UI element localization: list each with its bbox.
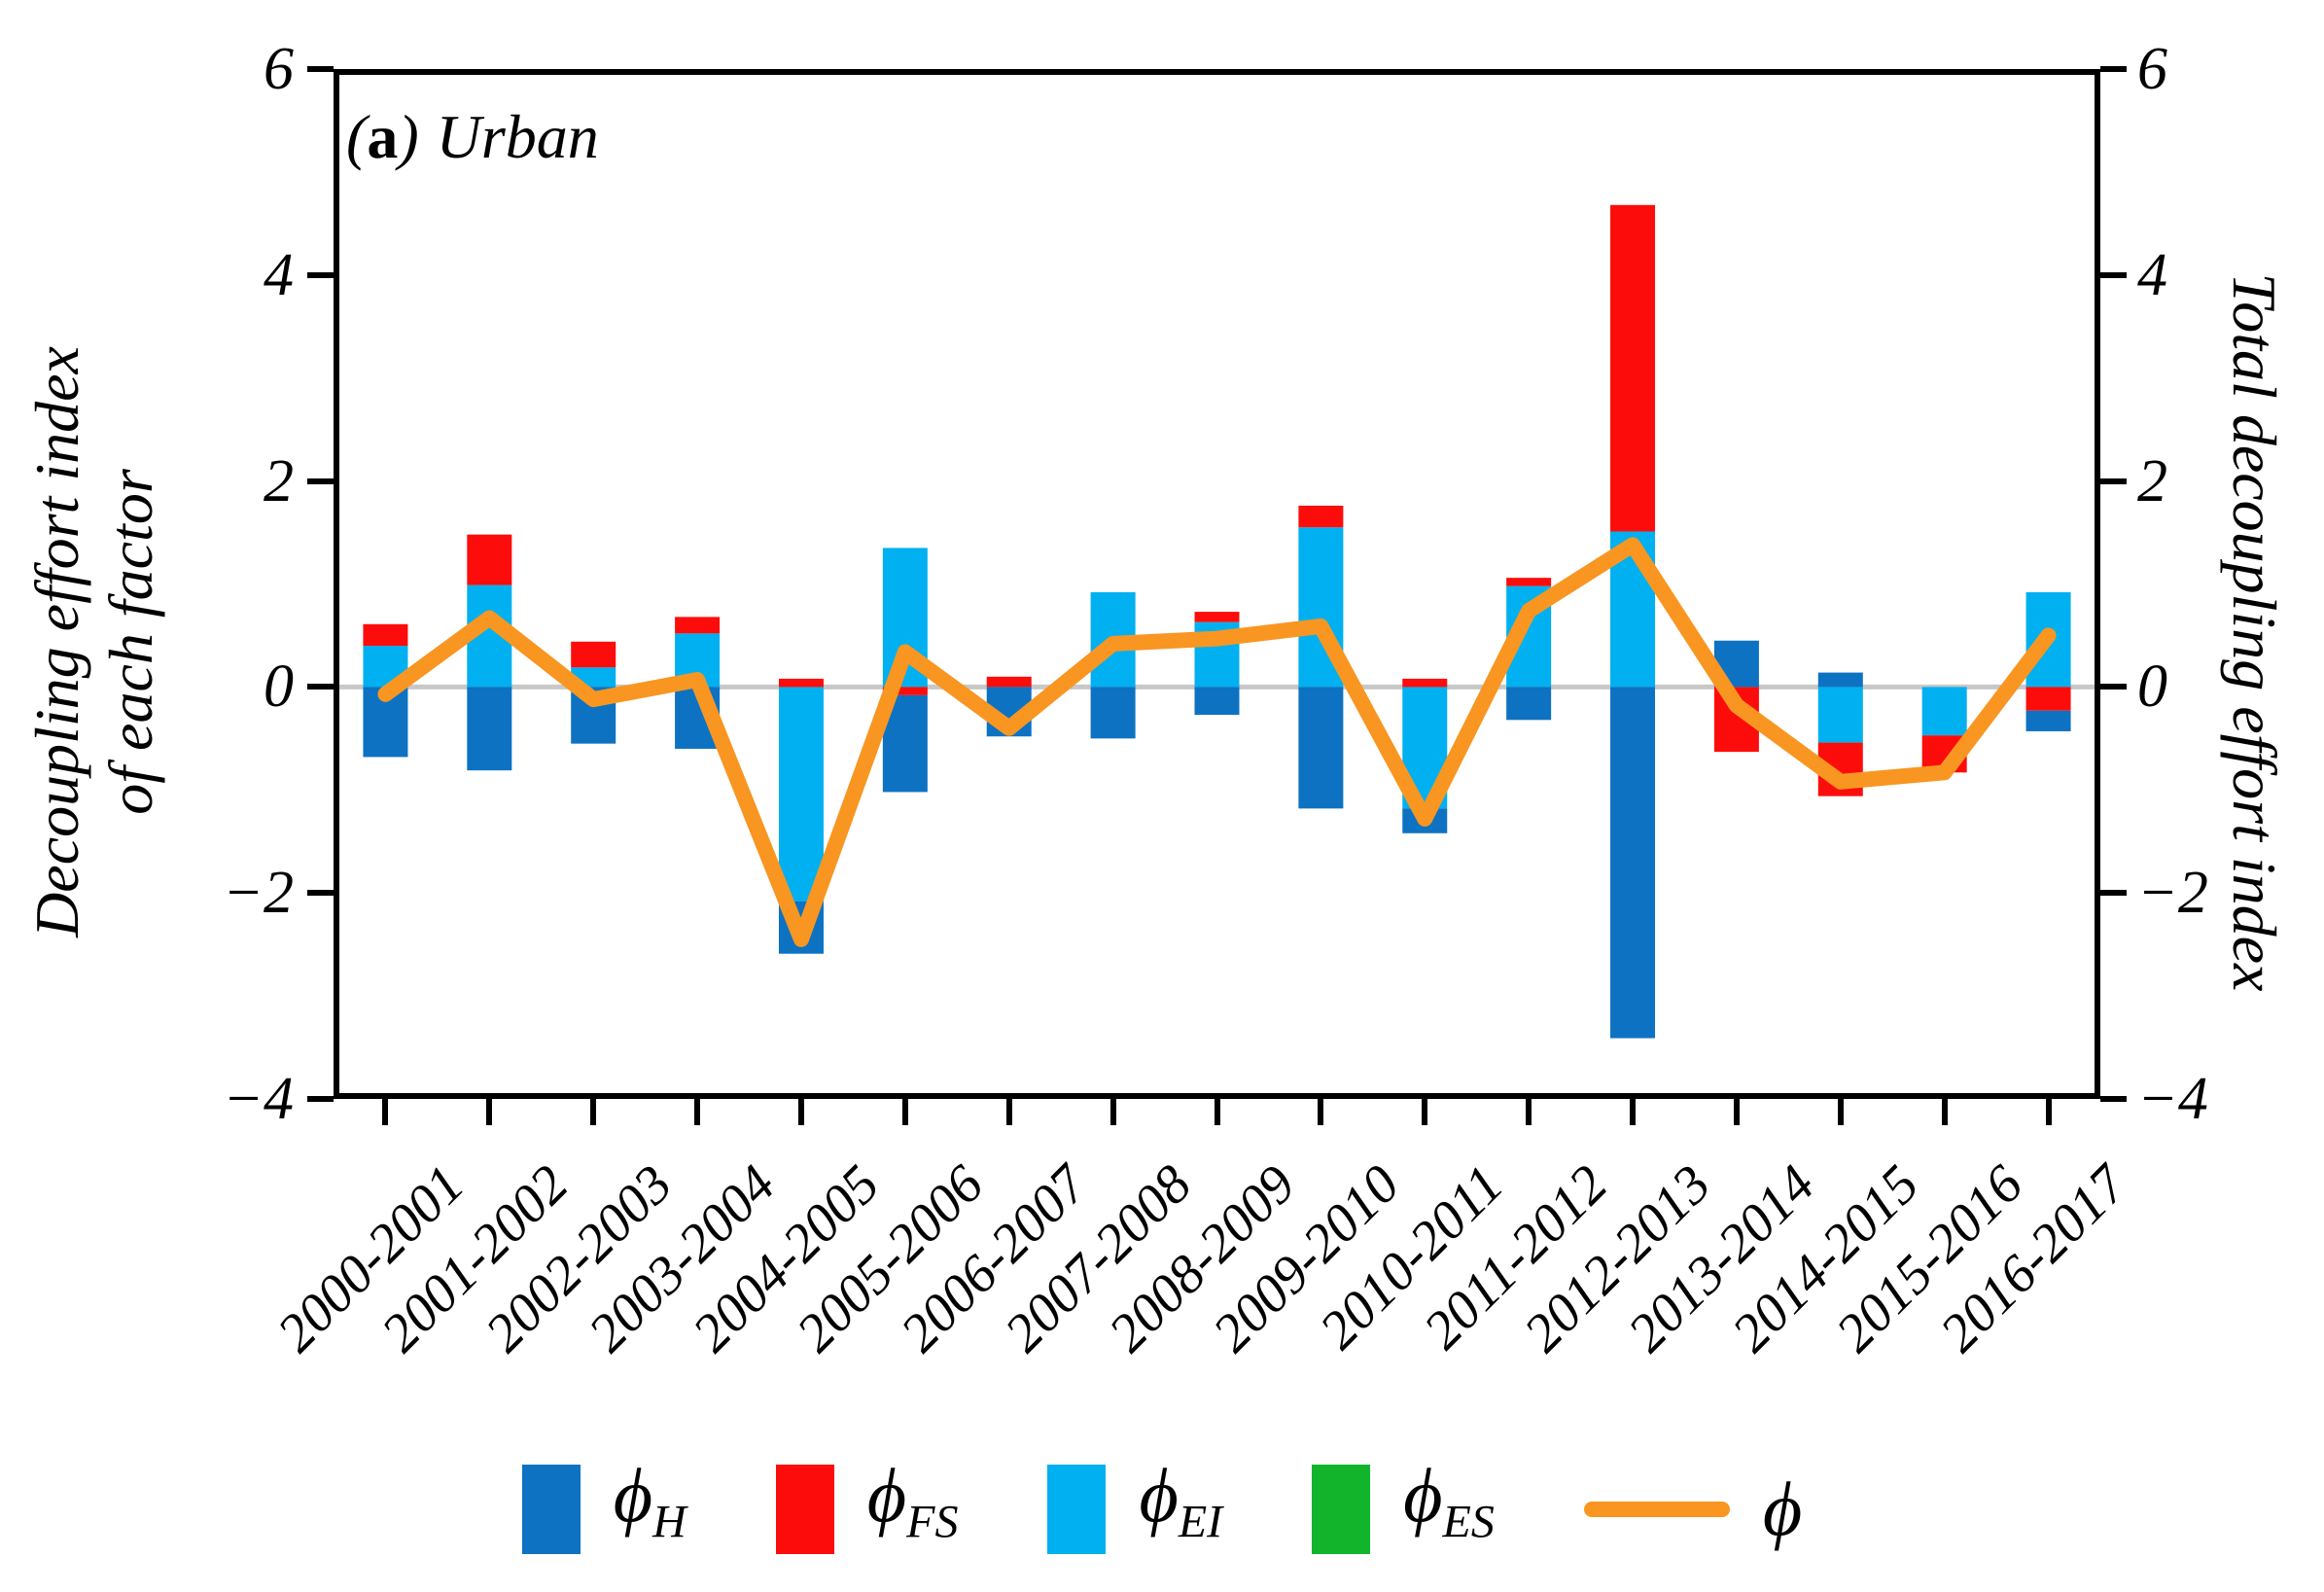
x-tickmark (1005, 1099, 1012, 1125)
bar-segment-phi_FS-2009-2010 (1298, 506, 1344, 528)
y-tickmark-right (2100, 478, 2127, 484)
y-tick-label-left: 4 (264, 241, 294, 308)
legend-label: ϕEI (1139, 1453, 1223, 1548)
x-tickmark (1941, 1099, 1948, 1125)
bar-segment-phi_FS-2003-2004 (675, 617, 721, 634)
y-tick-label-right: 2 (2137, 447, 2167, 514)
bar-segment-phi_FS-2011-2012 (1506, 578, 1552, 586)
legend-item-phi-fs: ϕFS (775, 1451, 959, 1568)
plot-area (334, 69, 2100, 1099)
y-tick-label-right: −2 (2137, 860, 2208, 927)
left-axis-title-line2: of each factor (96, 469, 165, 815)
y-tickmark-left (307, 271, 334, 278)
x-tickmark (1630, 1099, 1637, 1125)
x-tickmark (901, 1099, 908, 1125)
y-tickmark-left (307, 478, 334, 484)
y-tickmark-left (307, 684, 334, 690)
y-tickmark-left (307, 1096, 334, 1102)
bar-segment-phi_H-2011-2012 (1506, 687, 1552, 721)
x-tickmark (590, 1099, 597, 1125)
x-tickmark (1733, 1099, 1740, 1125)
legend-line-icon (1583, 1501, 1730, 1517)
legend-item-phi-h: ϕH (521, 1451, 687, 1568)
legend-label: ϕ (1762, 1466, 1803, 1551)
x-tickmark (1422, 1099, 1428, 1125)
left-axis-title: Decoupling effort index of each factor (20, 346, 168, 938)
y-tickmark-right (2100, 1096, 2127, 1102)
legend-swatch-es-icon (1312, 1464, 1371, 1554)
legend-item-phi: ϕ (1583, 1465, 1803, 1554)
right-axis-title: Total decoupling effort index (2220, 272, 2289, 992)
x-tickmark (2045, 1099, 2052, 1125)
x-tickmark (1526, 1099, 1532, 1125)
total-line-phi (377, 537, 2057, 947)
bar-segment-phi_FS-2006-2007 (986, 676, 1032, 688)
y-tickmark-left (307, 66, 334, 72)
legend-label: ϕH (613, 1453, 687, 1548)
x-tickmark (382, 1099, 389, 1125)
y-tick-label-right: 0 (2137, 654, 2167, 721)
bar-segment-phi_FS-2002-2003 (571, 641, 616, 668)
bar-segment-phi_FS-2001-2002 (467, 534, 512, 585)
left-axis-title-line1: Decoupling effort index (22, 346, 91, 938)
y-tickmark-right (2100, 271, 2127, 278)
x-tickmark (1837, 1099, 1844, 1125)
bar-segment-phi_FS-2008-2009 (1194, 612, 1240, 622)
legend-swatch-ei-icon (1047, 1464, 1107, 1554)
y-tick-label-left: 0 (264, 654, 294, 721)
bar-segment-phi_FS-2000-2001 (363, 623, 408, 647)
bar-segment-phi_FS-2005-2006 (882, 687, 928, 695)
bar-segment-phi_H-2009-2010 (1298, 687, 1344, 809)
x-tickmark (1318, 1099, 1324, 1125)
y-tick-label-left: −4 (223, 1066, 294, 1132)
legend-item-phi-ei: ϕEI (1047, 1451, 1222, 1568)
y-tickmark-right (2100, 66, 2127, 72)
x-tickmark (486, 1099, 493, 1125)
legend-label: ϕFS (866, 1453, 959, 1548)
bar-segment-phi_EI-2004-2005 (778, 687, 824, 902)
y-tick-label-left: 6 (264, 36, 294, 102)
y-tick-label-left: 2 (264, 447, 294, 514)
bar-segment-phi_H-2007-2008 (1090, 687, 1136, 739)
plot-border (334, 69, 2100, 1099)
bar-segment-phi_EI-2014-2015 (1817, 687, 1863, 743)
y-tick-label-left: −2 (223, 860, 294, 927)
panel-title-text: Urban (436, 102, 599, 171)
legend-label: ϕES (1403, 1453, 1495, 1548)
bar-segment-phi_H-2008-2009 (1194, 687, 1240, 715)
legend-swatch-fs-icon (775, 1464, 834, 1554)
legend-swatch-h-icon (521, 1464, 581, 1554)
panel-letter-paren-open: ( (346, 102, 368, 171)
panel-title: (a) Urban (346, 101, 599, 173)
bar-segment-phi_H-2012-2013 (1610, 687, 1656, 1039)
y-tick-label-right: 6 (2137, 36, 2167, 102)
bar-segment-phi_FS-2016-2017 (2025, 687, 2071, 711)
x-tickmark (1214, 1099, 1220, 1125)
legend: ϕH ϕFS ϕEI ϕES ϕ (0, 1451, 2324, 1568)
bar-segment-phi_FS-2010-2011 (1402, 678, 1448, 688)
y-tickmark-right (2100, 684, 2127, 690)
y-tick-label-right: 4 (2137, 241, 2167, 308)
y-tickmark-right (2100, 890, 2127, 897)
y-tickmark-left (307, 890, 334, 897)
bar-segment-phi_H-2001-2002 (467, 687, 512, 771)
bar-segment-phi_FS-2004-2005 (778, 678, 824, 688)
bar-segment-phi_H-2014-2015 (1817, 672, 1863, 688)
y-tick-label-right: −4 (2137, 1066, 2208, 1132)
bar-segment-phi_FS-2012-2013 (1610, 204, 1656, 532)
bar-segment-phi_H-2016-2017 (2025, 710, 2071, 731)
x-tickmark (694, 1099, 701, 1125)
x-tickmark (797, 1099, 804, 1125)
x-tickmark (1109, 1099, 1116, 1125)
legend-item-phi-es: ϕES (1312, 1451, 1495, 1568)
bar-segment-phi_EI-2015-2016 (1921, 687, 1967, 736)
panel-letter-paren-close: ) (398, 102, 419, 171)
panel-letter: a (367, 102, 399, 171)
